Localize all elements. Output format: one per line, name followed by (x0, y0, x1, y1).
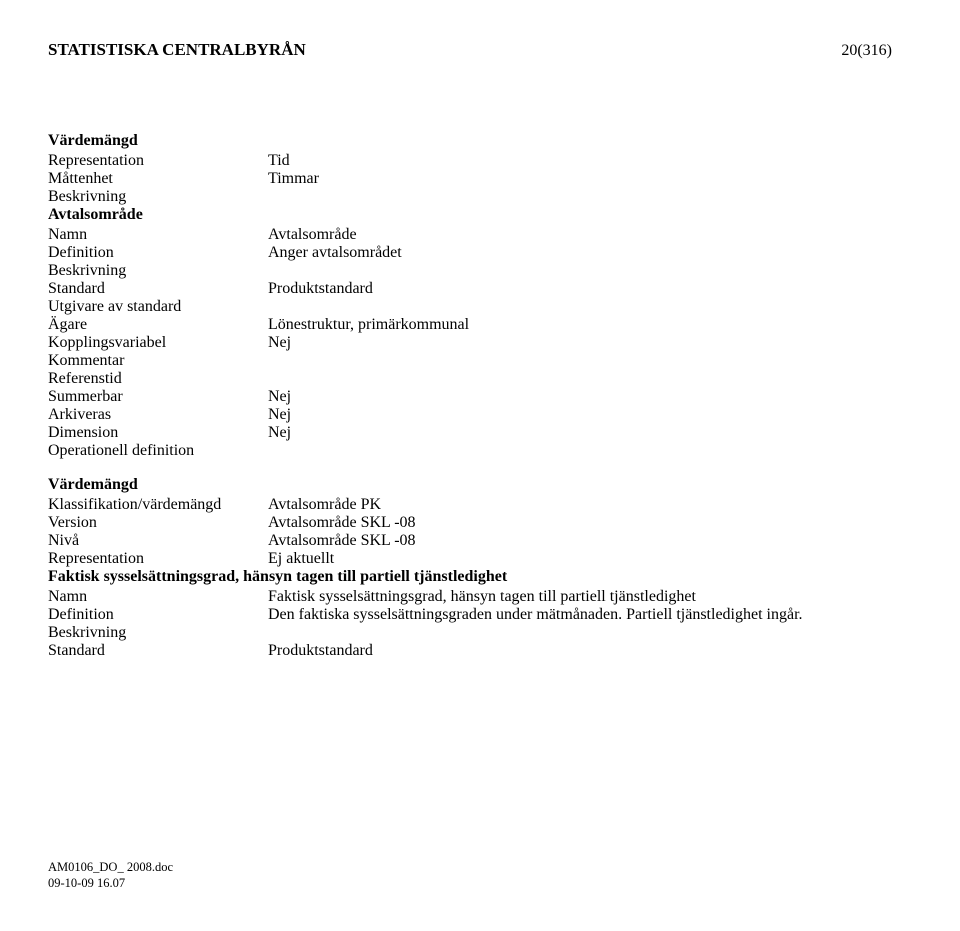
kv-row: NivåAvtalsområde SKL -08 (48, 532, 912, 550)
kv-label: Namn (48, 226, 268, 244)
kv-value: Produktstandard (268, 642, 912, 660)
kv-label: Operationell definition (48, 442, 268, 460)
section-heading: Värdemängd (48, 132, 912, 150)
kv-row: ArkiverasNej (48, 406, 912, 424)
subsection-heading: Avtalsområde (48, 206, 912, 224)
kv-value (268, 188, 912, 206)
kv-value: Tid (268, 152, 912, 170)
kv-row: VersionAvtalsområde SKL -08 (48, 514, 912, 532)
kv-row: DefinitionAnger avtalsområdet (48, 244, 912, 262)
kv-label: Beskrivning (48, 188, 268, 206)
kv-value: Timmar (268, 170, 912, 188)
kv-row: RepresentationTid (48, 152, 912, 170)
kv-value: Nej (268, 334, 912, 352)
kv-value: Nej (268, 406, 912, 424)
kv-label: Måttenhet (48, 170, 268, 188)
kv-value: Ej aktuellt (268, 550, 912, 568)
kv-row: Klassifikation/värdemängdAvtalsområde PK (48, 496, 912, 514)
kv-row: MåttenhetTimmar (48, 170, 912, 188)
kv-value: Nej (268, 424, 912, 442)
kv-label: Klassifikation/värdemängd (48, 496, 268, 514)
kv-row: Beskrivning (48, 188, 912, 206)
kv-label: Beskrivning (48, 624, 268, 642)
kv-label: Kopplingsvariabel (48, 334, 268, 352)
kv-value: Avtalsområde PK (268, 496, 912, 514)
kv-value: Faktisk sysselsättningsgrad, hänsyn tage… (268, 588, 912, 606)
kv-value: Avtalsområde (268, 226, 912, 244)
kv-label: Arkiveras (48, 406, 268, 424)
kv-label: Kommentar (48, 352, 268, 370)
kv-row: RepresentationEj aktuellt (48, 550, 912, 568)
section-heading: Värdemängd (48, 476, 912, 494)
section-1: Värdemängd RepresentationTid MåttenhetTi… (48, 132, 912, 460)
kv-row: SummerbarNej (48, 388, 912, 406)
kv-row: Kommentar (48, 352, 912, 370)
kv-label: Ägare (48, 316, 268, 334)
section-2: Värdemängd Klassifikation/värdemängdAvta… (48, 476, 912, 660)
kv-label: Representation (48, 152, 268, 170)
page-number: 20(316) (841, 42, 892, 60)
kv-row: Operationell definition (48, 442, 912, 460)
kv-row: NamnAvtalsområde (48, 226, 912, 244)
kv-row: Beskrivning (48, 624, 912, 642)
kv-value: Produktstandard (268, 280, 912, 298)
subsection-heading: Faktisk sysselsättningsgrad, hänsyn tage… (48, 568, 912, 586)
kv-row: NamnFaktisk sysselsättningsgrad, hänsyn … (48, 588, 912, 606)
kv-row: Beskrivning (48, 262, 912, 280)
kv-row: Utgivare av standard (48, 298, 912, 316)
kv-label: Definition (48, 244, 268, 262)
kv-value (268, 262, 912, 280)
kv-label: Summerbar (48, 388, 268, 406)
kv-row: ÄgareLönestruktur, primärkommunal (48, 316, 912, 334)
footer-filename: AM0106_DO_ 2008.doc (48, 860, 912, 876)
kv-value (268, 352, 912, 370)
kv-row: DimensionNej (48, 424, 912, 442)
kv-label: Dimension (48, 424, 268, 442)
kv-value: Nej (268, 388, 912, 406)
kv-label: Referenstid (48, 370, 268, 388)
kv-label: Version (48, 514, 268, 532)
kv-value (268, 298, 912, 316)
kv-row: StandardProduktstandard (48, 280, 912, 298)
kv-label: Standard (48, 280, 268, 298)
kv-value: Den faktiska sysselsättningsgraden under… (268, 606, 912, 624)
kv-label: Standard (48, 642, 268, 660)
kv-value: Anger avtalsområdet (268, 244, 912, 262)
kv-label: Definition (48, 606, 268, 624)
kv-row: DefinitionDen faktiska sysselsättningsgr… (48, 606, 912, 624)
page-footer: AM0106_DO_ 2008.doc 09-10-09 16.07 (48, 860, 912, 891)
kv-value: Lönestruktur, primärkommunal (268, 316, 912, 334)
kv-row: Referenstid (48, 370, 912, 388)
kv-row: KopplingsvariabelNej (48, 334, 912, 352)
kv-value: Avtalsområde SKL -08 (268, 532, 912, 550)
kv-label: Utgivare av standard (48, 298, 268, 316)
kv-row: StandardProduktstandard (48, 642, 912, 660)
kv-label: Nivå (48, 532, 268, 550)
kv-value (268, 624, 912, 642)
kv-value (268, 442, 912, 460)
org-title: STATISTISKA CENTRALBYRÅN (48, 40, 306, 60)
page-header: STATISTISKA CENTRALBYRÅN 20(316) (48, 40, 912, 60)
kv-value (268, 370, 912, 388)
kv-value: Avtalsområde SKL -08 (268, 514, 912, 532)
kv-label: Representation (48, 550, 268, 568)
kv-label: Namn (48, 588, 268, 606)
kv-label: Beskrivning (48, 262, 268, 280)
